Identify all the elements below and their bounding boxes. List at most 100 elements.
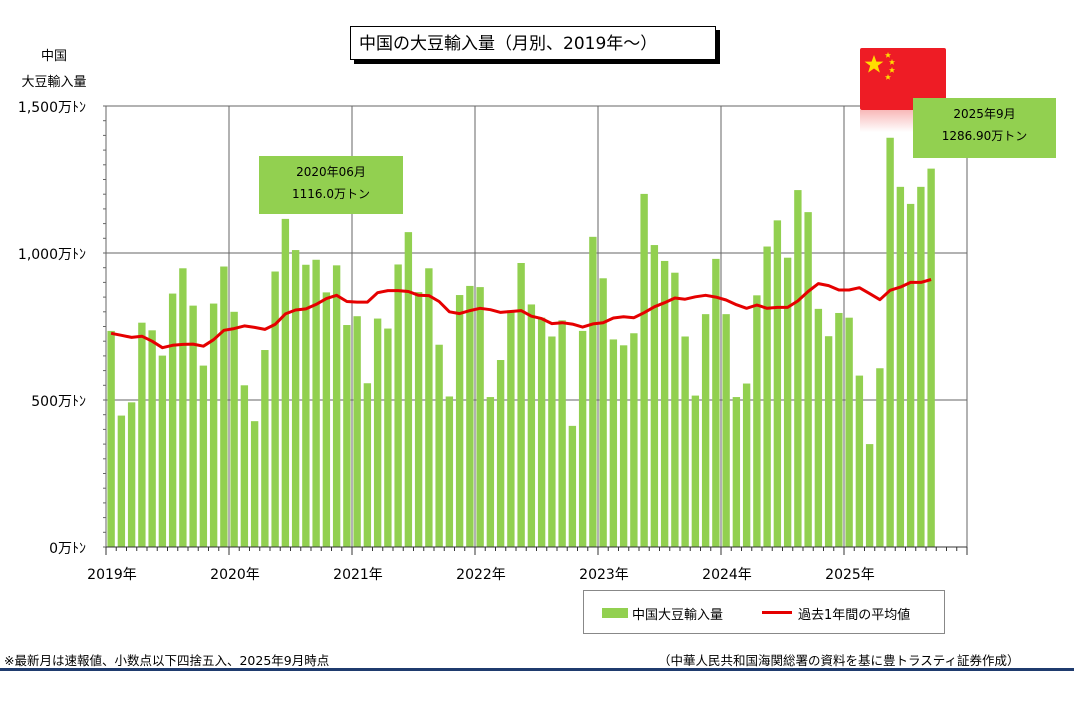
bar bbox=[701, 314, 710, 547]
bar bbox=[917, 186, 925, 547]
bar bbox=[886, 137, 894, 547]
x-tick-label: 2024年 bbox=[702, 567, 752, 583]
bar bbox=[240, 385, 249, 547]
y-axis-label: 中国 大豆輸入量 bbox=[14, 44, 94, 96]
bar bbox=[691, 395, 700, 547]
bar bbox=[117, 415, 126, 547]
bar bbox=[814, 308, 823, 547]
bar bbox=[845, 317, 853, 547]
bar bbox=[619, 345, 628, 547]
bar bbox=[425, 268, 433, 547]
bar bbox=[148, 330, 156, 547]
bar bbox=[660, 260, 669, 547]
bar bbox=[548, 336, 556, 547]
legend: 中国大豆輸入量 過去1年間の平均値 bbox=[583, 590, 945, 634]
bar bbox=[578, 330, 587, 547]
bar bbox=[876, 368, 884, 547]
legend-line-label: 過去1年間の平均値 bbox=[798, 608, 911, 623]
bar bbox=[896, 186, 905, 547]
bar bbox=[742, 383, 751, 547]
tick-labels: 0万ﾄﾝ 500万ﾄﾝ 1,000万ﾄﾝ 1,500万ﾄﾝ 2019年 2020年 2021… bbox=[18, 100, 875, 583]
axes bbox=[103, 105, 968, 555]
bar bbox=[158, 355, 167, 547]
bar bbox=[927, 168, 935, 547]
legend-bar-label: 中国大豆輸入量 bbox=[632, 608, 724, 623]
bar bbox=[179, 268, 187, 547]
bar bbox=[537, 317, 546, 547]
bar bbox=[302, 264, 310, 547]
bar bbox=[455, 295, 464, 547]
bar bbox=[630, 333, 638, 547]
bar bbox=[476, 287, 484, 547]
bar bbox=[753, 295, 761, 547]
bar bbox=[189, 305, 197, 547]
y-tick-label: 1,500万ﾄﾝ bbox=[18, 100, 86, 116]
bar bbox=[414, 292, 423, 547]
annotation-2020-06-date: 2020年06月 bbox=[296, 165, 366, 179]
bar bbox=[220, 266, 228, 547]
bar bbox=[168, 293, 177, 547]
bar bbox=[558, 320, 566, 547]
bar bbox=[855, 375, 864, 547]
x-tick-label: 2023年 bbox=[579, 567, 629, 583]
bar bbox=[794, 190, 802, 548]
bar bbox=[517, 262, 525, 547]
bar bbox=[312, 259, 320, 547]
bar bbox=[199, 365, 208, 547]
y-tick-label: 1,000万ﾄﾝ bbox=[18, 247, 86, 263]
footnote-left: ※最新月は速報値、小数点以下四捨五入、2025年9月時点 bbox=[4, 653, 330, 668]
bar bbox=[835, 312, 843, 547]
bar bbox=[609, 339, 618, 547]
bar bbox=[496, 360, 505, 547]
legend-bar-swatch bbox=[602, 608, 628, 618]
y-axis-label-line1: 中国 bbox=[40, 49, 67, 64]
bar bbox=[291, 250, 300, 547]
bar bbox=[404, 232, 413, 547]
bar bbox=[445, 396, 454, 547]
bar bbox=[435, 344, 443, 547]
average-line bbox=[110, 278, 932, 350]
bar bbox=[466, 285, 474, 547]
bar bbox=[353, 316, 361, 547]
bar bbox=[773, 220, 782, 547]
bar-series bbox=[107, 137, 935, 548]
bar bbox=[763, 246, 771, 548]
bar bbox=[681, 336, 689, 547]
bar bbox=[599, 278, 607, 547]
x-tick-label: 2019年 bbox=[87, 567, 137, 583]
x-tick-label: 2022年 bbox=[456, 567, 506, 583]
annotation-2025-09-date: 2025年9月 bbox=[953, 107, 1016, 121]
bar bbox=[824, 336, 833, 547]
bar bbox=[507, 310, 515, 547]
bar bbox=[906, 203, 915, 548]
bar bbox=[322, 292, 331, 547]
bar bbox=[271, 271, 279, 547]
x-tick-label: 2021年 bbox=[333, 567, 383, 583]
y-axis-label-line2: 大豆輸入量 bbox=[21, 75, 87, 90]
bar bbox=[230, 311, 238, 547]
bar bbox=[363, 383, 372, 547]
bar bbox=[650, 245, 659, 547]
bar bbox=[138, 322, 146, 547]
annotation-2025-09: 2025年9月 1286.90万トン bbox=[913, 98, 1056, 158]
bar bbox=[209, 303, 218, 547]
bar bbox=[107, 330, 115, 547]
bar bbox=[486, 397, 495, 547]
x-tick-label: 2025年 bbox=[825, 567, 875, 583]
bar bbox=[384, 328, 392, 547]
y-tick-label: 500万ﾄﾝ bbox=[31, 394, 86, 410]
footnote-right: （中華人民共和国海関総署の資料を基に豊トラスティ証券作成） bbox=[658, 653, 1020, 668]
gridlines bbox=[106, 105, 968, 547]
y-tick-label: 0万ﾄﾝ bbox=[49, 541, 86, 557]
bar bbox=[373, 318, 382, 547]
bar bbox=[394, 264, 402, 547]
bar bbox=[712, 258, 720, 547]
bar bbox=[671, 272, 679, 547]
bar bbox=[568, 425, 577, 547]
annotation-2025-09-value: 1286.90万トン bbox=[941, 129, 1028, 143]
annotation-2020-06: 2020年06月 1116.0万トン bbox=[259, 156, 403, 214]
bar bbox=[332, 265, 341, 547]
bar bbox=[261, 350, 269, 547]
bar bbox=[281, 218, 290, 547]
